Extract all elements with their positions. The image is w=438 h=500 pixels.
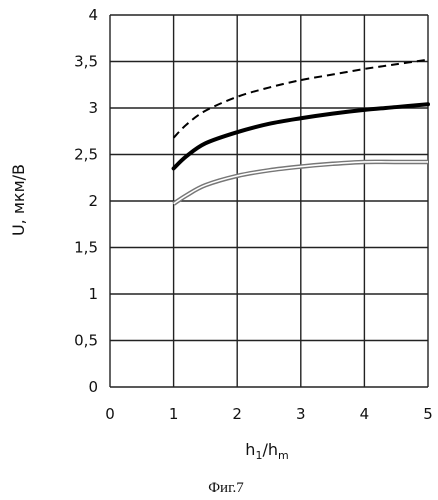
series-path-inner (173, 161, 428, 205)
x-tick-label: 2 (232, 405, 242, 423)
y-tick-label: 1,5 (74, 239, 98, 257)
y-tick-label: 3 (88, 99, 98, 117)
x-tick-label: 5 (423, 405, 433, 423)
x-axis-title-sub2: m (278, 449, 289, 462)
y-tick-label: 3,5 (74, 53, 98, 71)
series-line-1 (172, 58, 429, 139)
y-tick-label: 2 (88, 192, 98, 210)
x-axis-title-main: h (245, 440, 255, 459)
series-path (172, 58, 429, 139)
y-tick-label: 2,5 (74, 146, 98, 164)
x-axis-title-sub1: 1 (255, 449, 262, 462)
y-tick-label: 0 (88, 378, 98, 396)
data-series-group (171, 58, 430, 206)
x-tick-label: 3 (296, 405, 306, 423)
series-line-2 (171, 102, 430, 171)
grid-lines (109, 14, 429, 388)
figure-caption: Фиг.7 (208, 480, 244, 496)
x-tick-label: 1 (169, 405, 179, 423)
series-path (171, 102, 430, 171)
x-tick-label: 0 (105, 405, 115, 423)
y-tick-label: 0,5 (74, 332, 98, 350)
x-axis-title: h1/hm (245, 440, 288, 462)
y-tick-label: 4 (88, 6, 98, 24)
y-tick-label: 1 (88, 285, 98, 303)
y-axis-title: U, мкм/В (9, 164, 28, 236)
tick-labels: 0 0,5 1 1,5 2 2,5 3 3,5 4 0 1 2 3 4 5 (74, 6, 433, 423)
x-tick-label: 4 (360, 405, 370, 423)
x-axis-title-separator: /h (262, 440, 278, 459)
series-line-3 (172, 159, 428, 206)
